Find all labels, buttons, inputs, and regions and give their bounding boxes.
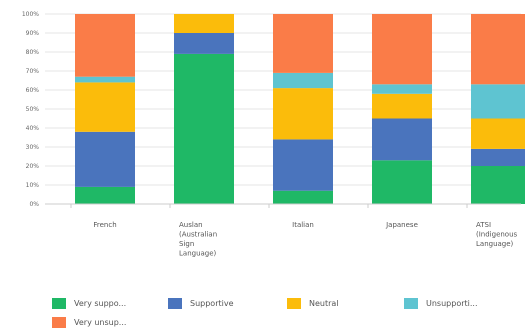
legend-swatch <box>52 298 66 309</box>
y-tick-label: 50% <box>26 106 40 113</box>
y-tick-label: 0% <box>29 201 39 208</box>
bar-segment <box>75 186 135 204</box>
bar-segment <box>174 14 234 33</box>
bar-segment <box>273 14 333 73</box>
legend-swatch <box>404 298 418 309</box>
category-label: Auslan (Australian Sign Language) <box>179 221 217 258</box>
bar-segment <box>174 53 234 205</box>
bar-segment <box>471 14 525 85</box>
bar-segment <box>273 72 333 89</box>
y-tick-label: 60% <box>26 87 40 94</box>
category-label: French <box>93 221 116 229</box>
legend-swatch <box>52 317 66 328</box>
legend-item[interactable]: Unsupporti... <box>404 298 478 309</box>
legend-swatch <box>168 298 182 309</box>
y-tick-label: 20% <box>26 163 40 170</box>
bar-segment <box>372 93 432 119</box>
legend-item[interactable]: Supportive <box>168 298 234 309</box>
bar-segment <box>273 190 333 204</box>
bar-segment <box>174 33 234 54</box>
category-label: Italian <box>292 221 314 229</box>
legend-label: Unsupporti... <box>426 299 478 308</box>
legend-label: Neutral <box>309 299 339 308</box>
y-tick-label: 70% <box>26 68 40 75</box>
legend-label: Very unsup... <box>74 318 127 327</box>
bar-segment <box>75 14 135 77</box>
bar-segment <box>372 84 432 94</box>
y-tick-label: 80% <box>26 49 40 56</box>
legend-label: Supportive <box>190 299 234 308</box>
legend-label: Very suppo... <box>74 299 127 308</box>
category-label: Japanese <box>385 221 418 229</box>
y-tick-label: 10% <box>26 182 40 189</box>
bar-segment <box>75 76 135 83</box>
bar-segment <box>75 82 135 132</box>
bar-segment <box>471 118 525 149</box>
category-label: ATSI (Indigenous Language) <box>476 221 518 248</box>
bar-segment <box>471 166 525 204</box>
bar-segment <box>471 148 525 166</box>
bar-segment <box>273 88 333 140</box>
bar-segment <box>471 84 525 119</box>
legend-swatch <box>287 298 301 309</box>
y-tick-label: 40% <box>26 125 40 132</box>
legend-item[interactable]: Very suppo... <box>52 298 126 309</box>
y-tick-label: 100% <box>22 11 39 18</box>
y-tick-label: 30% <box>26 144 40 151</box>
legend-item[interactable]: Very unsup... <box>52 317 126 328</box>
bar-segment <box>372 14 432 85</box>
bar-segment <box>75 131 135 187</box>
y-tick-label: 90% <box>26 30 40 37</box>
bar-segment <box>273 139 333 191</box>
bar-segment <box>372 160 432 204</box>
legend-item[interactable]: Neutral <box>287 298 339 309</box>
bar-segment <box>372 118 432 161</box>
